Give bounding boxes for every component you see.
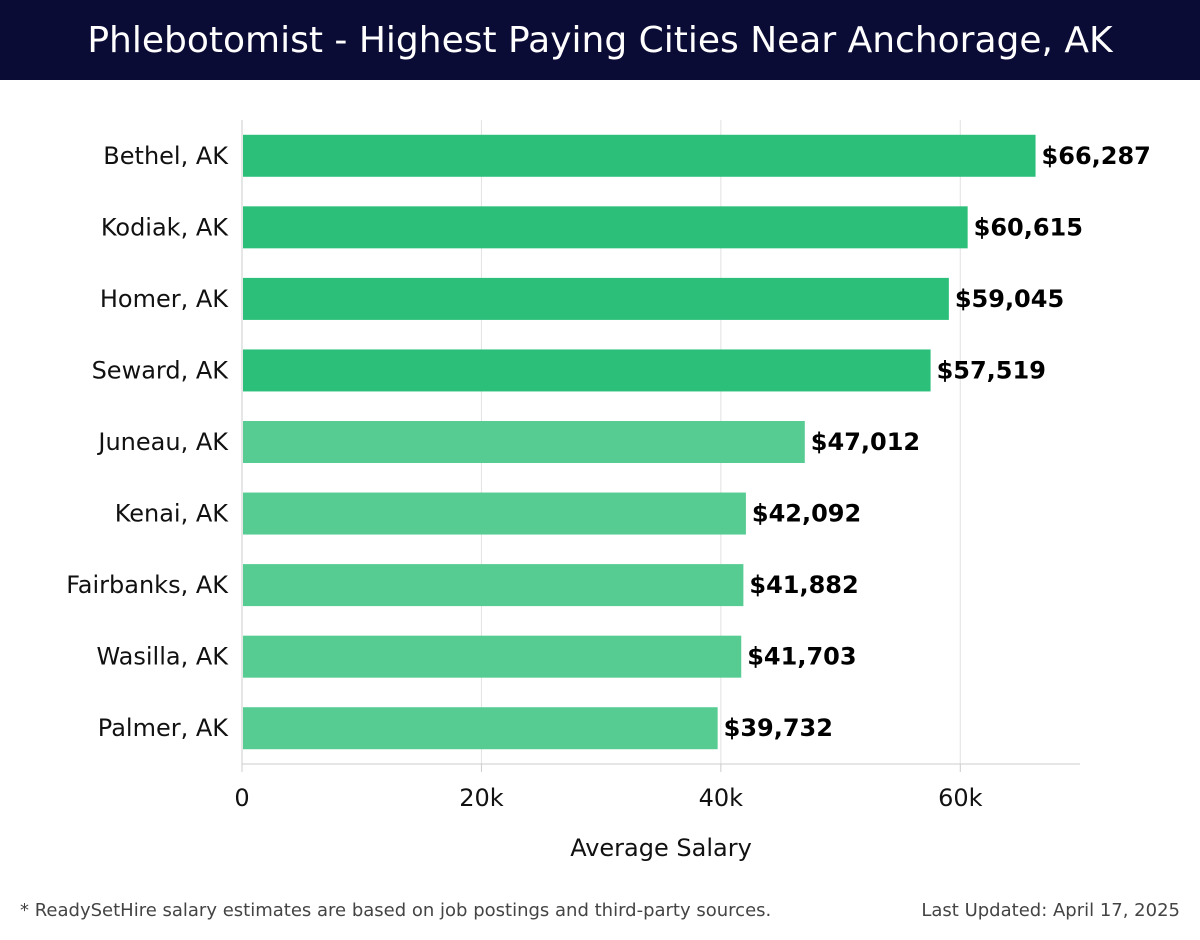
x-tick-label: 0: [234, 784, 249, 812]
bar: [243, 349, 931, 392]
category-label: Kodiak, AK: [101, 213, 229, 241]
value-label: $66,287: [1042, 142, 1151, 170]
category-label: Fairbanks, AK: [66, 571, 229, 599]
x-tick-label: 20k: [459, 784, 504, 812]
last-updated: Last Updated: April 17, 2025: [921, 900, 1180, 921]
value-label: $59,045: [955, 285, 1064, 313]
footer-note: * ReadySetHire salary estimates are base…: [20, 900, 772, 921]
value-label: $60,615: [974, 213, 1083, 241]
bar: [243, 707, 718, 750]
x-tick-label: 40k: [699, 784, 744, 812]
value-label: $41,703: [747, 643, 856, 671]
category-label: Homer, AK: [100, 285, 229, 313]
value-label: $47,012: [811, 428, 920, 456]
category-label: Juneau, AK: [96, 428, 229, 456]
bar: [243, 277, 949, 320]
bar: [243, 564, 744, 607]
x-axis-title: Average Salary: [570, 834, 752, 862]
bar: [243, 134, 1036, 177]
bar: [243, 206, 968, 249]
category-label: Kenai, AK: [115, 500, 230, 528]
category-label: Wasilla, AK: [96, 643, 229, 671]
category-label: Bethel, AK: [103, 142, 229, 170]
chart-title: Phlebotomist - Highest Paying Cities Nea…: [87, 19, 1113, 61]
bar: [243, 492, 746, 535]
category-label: Palmer, AK: [98, 714, 229, 742]
bar: [243, 421, 805, 463]
bar: [243, 635, 742, 678]
axes: 0 20k 40k 60k: [234, 120, 1080, 812]
value-label: $39,732: [724, 714, 833, 742]
value-label: $57,519: [937, 356, 1046, 384]
category-label: Seward, AK: [92, 356, 230, 384]
bars: Bethel, AK $66,287 Kodiak, AK $60,615 Homer,…: [66, 134, 1151, 750]
bar-chart: Bethel, AK $66,287 Kodiak, AK $60,615 Homer,…: [66, 120, 1151, 862]
value-label: $41,882: [749, 571, 858, 599]
chart-header: Phlebotomist - Highest Paying Cities Nea…: [0, 0, 1200, 80]
x-tick-label: 60k: [938, 784, 983, 812]
value-label: $42,092: [752, 500, 861, 528]
